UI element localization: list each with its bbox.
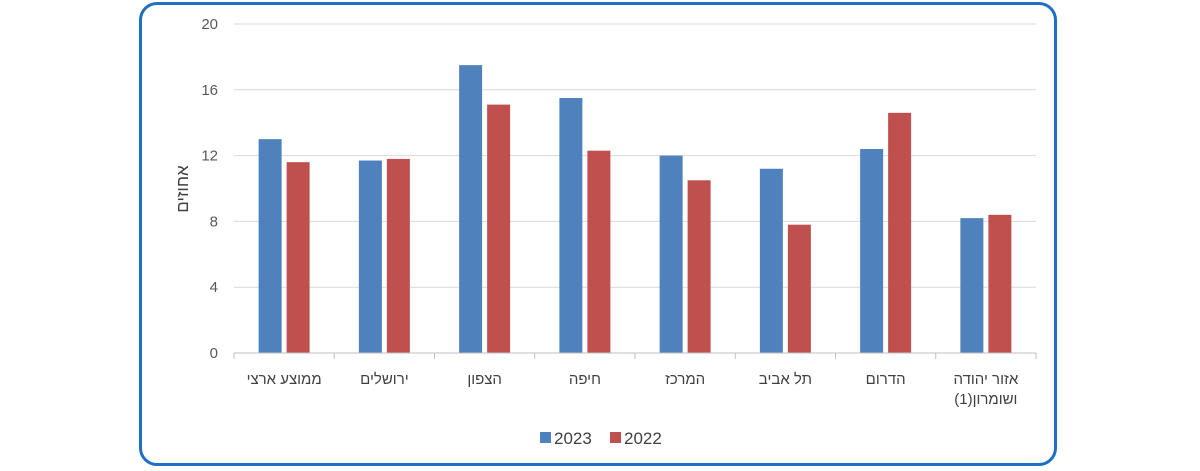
legend-swatch-2022 [610,432,621,443]
bar-2023-0 [258,139,282,353]
y-axis-label: אחוזים [173,165,192,213]
y-axis-ticks: 0 4 8 12 16 20 [201,16,218,362]
category-label: תל אביב [759,371,812,388]
category-label: ירושלים [360,371,408,388]
y-tick-label: 0 [210,345,218,362]
category-label: ממוצע ארצי [247,371,322,388]
bar-2023-7 [960,218,984,353]
y-tick-label: 4 [210,279,218,296]
bar-2023-4 [659,155,683,353]
category-label: אזור יהודה [954,371,1019,388]
bar-2022-1 [386,158,410,353]
gridlines [234,23,1036,288]
bar-2022-3 [587,150,611,353]
legend: 2023 2022 [540,429,662,448]
bar-2022-0 [286,162,310,353]
y-tick-label: 12 [201,148,218,165]
category-label: הצפון [467,371,502,388]
bar-2022-6 [888,112,912,353]
bars [258,65,1012,354]
category-labels: ממוצע ארצי ירושלים הצפון חיפה המרכז תל אביב הד… [247,371,1019,408]
category-label: הדרום [866,371,906,388]
bar-2023-3 [559,98,583,354]
bar-2023-6 [860,149,884,353]
legend-swatch-2023 [540,432,551,443]
bar-2022-7 [988,214,1012,353]
category-label: ושומרון(1) [954,391,1017,408]
category-label: המרכז [665,371,705,388]
bar-2022-4 [687,180,711,353]
bar-2022-5 [787,224,811,353]
bar-2023-2 [459,65,483,353]
y-tick-label: 20 [201,16,218,33]
y-tick-label: 16 [201,82,218,99]
category-label: חיפה [569,371,601,388]
bar-2023-1 [358,160,382,353]
bar-2023-5 [759,168,783,353]
x-axis [233,352,1037,359]
bar-2022-2 [487,104,511,353]
legend-label-2022: 2022 [624,429,662,448]
legend-label-2023: 2023 [554,429,592,448]
y-tick-label: 8 [210,213,218,230]
